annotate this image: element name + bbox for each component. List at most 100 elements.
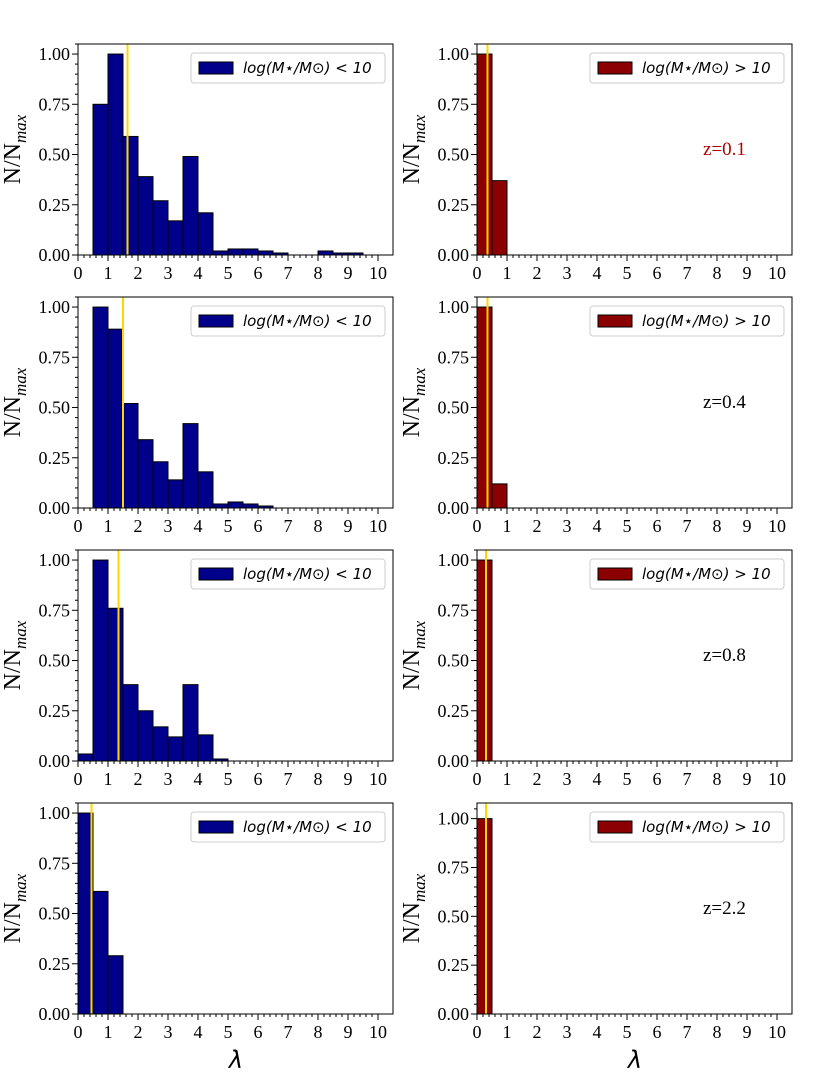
x-tick-label: 1 (104, 769, 113, 789)
legend-swatch (597, 61, 633, 75)
x-tick-label: 6 (653, 769, 662, 789)
histogram-bar (137, 176, 154, 256)
x-tick-label: 4 (194, 1022, 203, 1042)
legend-box (589, 52, 785, 84)
histogram-bar (152, 461, 169, 509)
x-tick-label: 2 (134, 263, 143, 283)
axes-frame (77, 296, 394, 509)
y-tick-label: 0.75 (438, 94, 470, 114)
y-axis-label-sub: max (410, 114, 429, 143)
x-tick-label: 10 (768, 516, 786, 536)
y-axis-label-sub: max (11, 367, 30, 396)
x-tick-label: 10 (369, 769, 387, 789)
x-tick-label: 4 (593, 516, 602, 536)
histogram-bar (491, 180, 508, 256)
y-tick-label: 0.00 (438, 751, 470, 771)
histogram-bar (122, 684, 139, 762)
y-axis-label-sub: max (11, 114, 30, 143)
x-tick-label: 3 (164, 1022, 173, 1042)
y-axis-label: N/Nmax (0, 873, 30, 943)
histogram-bar (92, 559, 109, 762)
y-tick-label: 0.00 (39, 245, 71, 265)
y-axis-label: N/Nmax (0, 367, 30, 437)
y-tick-label: 0.25 (438, 955, 470, 975)
histogram-bar (317, 250, 334, 256)
panel-right-z=0.1: 0 1 2 3 4 5 6 7 8 9 10 0.00 0.25 0.50 0.75 1.00 N/Nmax lo… (399, 43, 793, 283)
x-tick-label: 0 (74, 516, 83, 536)
histogram-bar (212, 250, 229, 256)
histogram-bar (77, 753, 94, 762)
legend-box (190, 305, 386, 337)
histogram-bar (107, 955, 124, 1015)
y-tick-label: 1.00 (39, 803, 71, 823)
histogram-bar (92, 103, 109, 256)
x-tick-label: 8 (713, 516, 722, 536)
x-tick-label: 7 (284, 263, 293, 283)
y-tick-label: 0.75 (39, 94, 71, 114)
y-axis-label-main: N/N (399, 902, 425, 943)
y-axis-label-sub: max (410, 620, 429, 649)
x-tick-label: 0 (74, 769, 83, 789)
x-tick-label: 6 (254, 263, 263, 283)
x-tick-label: 0 (473, 1022, 482, 1042)
histogram-bar (122, 135, 139, 256)
axes-frame (77, 802, 394, 1015)
histogram-bar (107, 328, 124, 509)
y-axis-label-main: N/N (399, 649, 425, 690)
y-tick-label: 0.75 (39, 853, 71, 873)
histogram-bar (92, 890, 109, 1015)
y-tick-label: 0.75 (39, 347, 71, 367)
redshift-label: z=0.1 (703, 139, 746, 160)
y-tick-label: 0.00 (39, 1004, 71, 1024)
y-tick-label: 1.00 (438, 809, 470, 829)
x-tick-label: 2 (533, 263, 542, 283)
x-tick-label: 2 (533, 1022, 542, 1042)
y-axis-label-main: N/N (0, 902, 26, 943)
x-tick-label: 2 (533, 516, 542, 536)
x-tick-label: 5 (623, 516, 632, 536)
panel-right-z=0.4: 0 1 2 3 4 5 6 7 8 9 10 0.00 0.25 0.50 0.75 1.00 N/Nmax lo… (399, 296, 793, 536)
y-tick-label: 0.00 (438, 245, 470, 265)
y-tick-label: 0.25 (438, 195, 470, 215)
y-axis-label-sub: max (11, 620, 30, 649)
x-tick-label: 4 (593, 769, 602, 789)
histogram-bar (242, 248, 259, 256)
panel-left-z=0.4: 0 1 2 3 4 5 6 7 8 9 10 0.00 0.25 0.50 0.75 1.00 N/Nmax lo… (0, 296, 394, 536)
histogram-bar (167, 220, 184, 256)
x-tick-label: 10 (369, 516, 387, 536)
histogram-bar (107, 607, 124, 762)
y-tick-label: 0.00 (438, 498, 470, 518)
x-tick-label: 2 (134, 516, 143, 536)
histogram-bar (137, 439, 154, 509)
histogram-bar (491, 483, 508, 509)
panel-left-z=0.1: 0 1 2 3 4 5 6 7 8 9 10 0.00 0.25 0.50 0.75 1.00 N/Nmax lo… (0, 43, 394, 283)
histogram-bar (182, 684, 199, 762)
y-tick-label: 0.75 (39, 600, 71, 620)
histogram-bar (167, 736, 184, 762)
x-tick-label: 2 (134, 1022, 143, 1042)
legend-label: log(M⋆/M⊙) < 10 (243, 59, 372, 77)
redshift-label: z=0.8 (703, 645, 746, 666)
histogram-bar (257, 250, 274, 256)
y-axis-label-sub: max (410, 873, 429, 902)
x-tick-label: 7 (683, 516, 692, 536)
y-tick-label: 0.50 (438, 145, 470, 165)
histogram-bar (476, 306, 493, 509)
y-tick-label: 0.00 (39, 498, 71, 518)
x-tick-label: 6 (653, 516, 662, 536)
y-axis-label-main: N/N (0, 396, 26, 437)
x-tick-label: 8 (713, 769, 722, 789)
x-tick-label: 9 (743, 1022, 752, 1042)
x-tick-label: 9 (743, 769, 752, 789)
x-tick-label: 10 (369, 263, 387, 283)
panel-right-z=2.2: 0 1 2 3 4 5 6 7 8 9 10 0.00 0.25 0.50 0.75 1.00 N/Nmax lo… (399, 802, 793, 1074)
x-tick-label: 6 (254, 1022, 263, 1042)
y-tick-label: 1.00 (39, 297, 71, 317)
legend-swatch (597, 314, 633, 328)
x-tick-label: 10 (768, 1022, 786, 1042)
y-tick-label: 1.00 (438, 44, 470, 64)
x-tick-label: 1 (503, 516, 512, 536)
y-tick-label: 0.25 (39, 701, 71, 721)
y-tick-label: 0.25 (39, 195, 71, 215)
